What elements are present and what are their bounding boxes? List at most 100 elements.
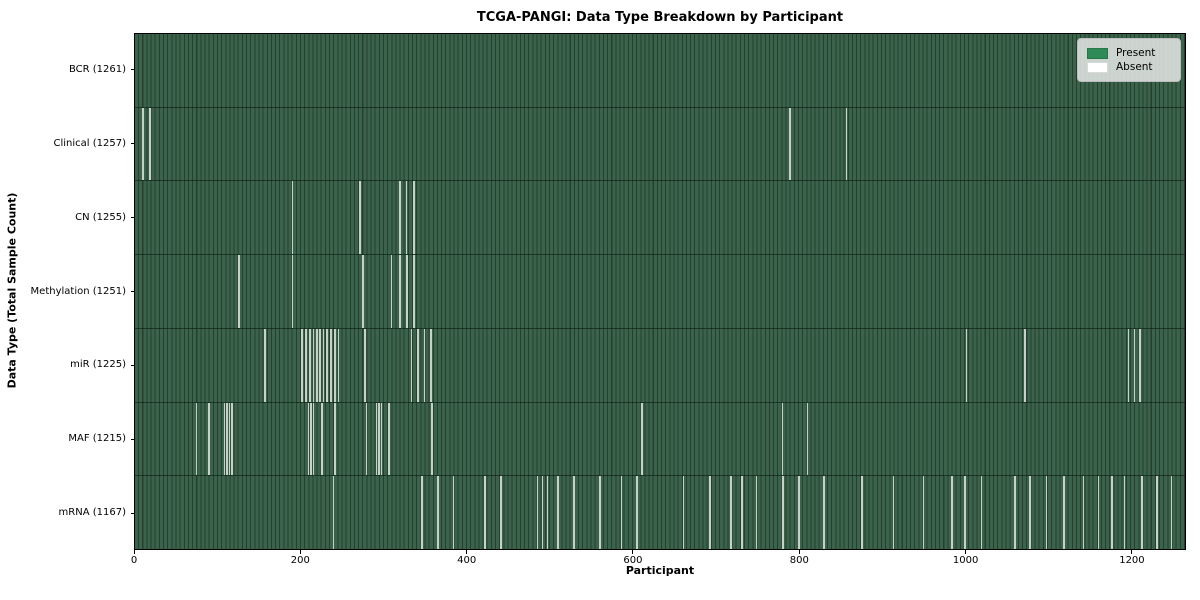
absent-stripe — [375, 402, 378, 476]
absent-stripe — [922, 476, 925, 549]
absent-stripe — [861, 476, 863, 549]
absent-stripe — [845, 107, 848, 181]
absent-stripe — [1045, 476, 1048, 549]
absent-stripe — [431, 402, 433, 476]
absent-stripe — [195, 402, 198, 476]
chart-title: TCGA-PANGI: Data Type Breakdown by Parti… — [476, 10, 844, 25]
absent-stripe — [682, 476, 685, 549]
absent-stripe — [406, 255, 409, 328]
absent-stripe — [208, 402, 210, 476]
x-axis-label: Participant — [625, 564, 695, 577]
heatmap-row-mir — [135, 328, 1185, 403]
absent-stripe — [789, 107, 791, 181]
absent-stripe — [823, 476, 825, 549]
absent-stripe — [641, 402, 643, 476]
y-tick-label: MAF (1215) — [68, 433, 126, 445]
y-tick-label: BCR (1261) — [68, 63, 126, 75]
absent-stripe — [309, 328, 311, 402]
x-tick-mark — [965, 550, 967, 554]
absent-stripe — [365, 402, 368, 476]
absent-stripe — [291, 181, 294, 255]
absent-stripe — [1139, 328, 1141, 402]
absent-stripe — [291, 255, 294, 328]
absent-stripe — [410, 328, 413, 402]
absent-stripe — [437, 476, 439, 549]
legend-label-absent: Absent — [1116, 61, 1153, 73]
absent-stripe — [500, 476, 502, 549]
absent-stripe — [1127, 328, 1130, 402]
absent-stripe — [423, 328, 426, 402]
heatmap-row-clinical — [135, 107, 1185, 182]
y-tick-mark — [131, 69, 135, 71]
absent-stripe — [390, 255, 393, 328]
absent-stripe — [573, 476, 575, 549]
absent-stripe — [709, 476, 711, 549]
y-tick-label: Methylation (1251) — [30, 285, 126, 297]
plot-area — [134, 33, 1186, 550]
absent-stripe — [598, 476, 601, 549]
legend-entry-absent: Absent — [1087, 61, 1171, 73]
absent-stripe — [1155, 476, 1158, 549]
absent-stripe — [484, 476, 487, 549]
absent-stripe — [755, 476, 758, 549]
absent-stripe — [636, 476, 638, 549]
absent-stripe — [310, 402, 312, 476]
absent-stripe — [398, 255, 401, 328]
absent-stripe — [541, 476, 544, 549]
x-tick-label: 0 — [130, 555, 138, 566]
absent-stripe — [301, 328, 303, 402]
absent-stripe — [417, 328, 419, 402]
y-tick-label: Clinical (1257) — [53, 137, 127, 149]
x-tick-mark — [133, 550, 135, 554]
present-swatch-icon — [1087, 47, 1108, 59]
absent-stripe — [413, 255, 415, 328]
y-tick-label: miR (1225) — [70, 359, 126, 371]
absent-stripe — [305, 328, 307, 402]
absent-stripe — [228, 402, 231, 476]
x-tick-mark — [632, 550, 634, 554]
absent-stripe — [364, 328, 366, 402]
absent-stripe — [223, 402, 226, 476]
absent-stripe — [1123, 476, 1126, 549]
absent-stripe — [237, 255, 240, 328]
absent-stripe — [740, 476, 743, 549]
absent-stripe — [330, 328, 332, 402]
x-tick-label: 600 — [623, 555, 643, 566]
absent-stripe — [380, 402, 383, 476]
absent-stripe — [1170, 476, 1173, 549]
absent-stripe — [421, 476, 423, 549]
absent-stripe — [312, 328, 315, 402]
absent-stripe — [980, 476, 983, 549]
absent-stripe — [307, 402, 310, 476]
y-tick-mark — [131, 143, 135, 145]
absent-stripe — [1062, 476, 1065, 549]
y-tick-mark — [131, 512, 135, 514]
absent-stripe — [142, 107, 145, 181]
absent-stripe — [264, 328, 267, 402]
x-tick-label: 400 — [457, 555, 477, 566]
x-tick-label: 1200 — [1119, 555, 1145, 566]
absent-stripe — [149, 107, 151, 181]
absent-stripe — [965, 328, 968, 402]
absent-stripe — [405, 181, 408, 255]
heatmap-row-bcr — [135, 34, 1185, 108]
absent-stripe — [620, 476, 623, 549]
absent-stripe — [226, 402, 228, 476]
legend-label-present: Present — [1116, 47, 1156, 59]
absent-stripe — [430, 328, 433, 402]
absent-stripe — [362, 255, 365, 328]
heatmap-row-cn — [135, 181, 1185, 256]
absent-swatch-icon — [1087, 61, 1108, 73]
absent-stripe — [359, 181, 361, 255]
absent-stripe — [231, 402, 233, 476]
absent-stripe — [536, 476, 539, 549]
absent-stripe — [1028, 476, 1031, 549]
absent-stripe — [325, 328, 328, 402]
y-tick-label: CN (1255) — [75, 211, 126, 223]
absent-stripe — [964, 476, 966, 549]
absent-stripe — [1082, 476, 1085, 549]
absent-stripe — [398, 181, 401, 255]
absent-stripe — [1141, 476, 1143, 549]
absent-stripe — [315, 328, 318, 402]
